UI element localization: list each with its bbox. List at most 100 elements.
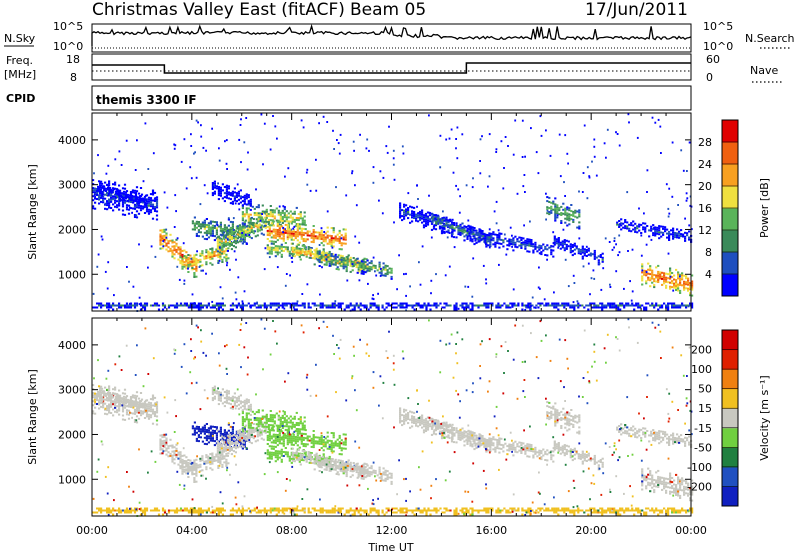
power-cell: [577, 250, 580, 253]
power-cell: [342, 238, 345, 241]
power-cell: [456, 126, 459, 129]
power-cell: [266, 231, 269, 234]
power-cell: [126, 199, 130, 202]
power-cell: [179, 252, 182, 255]
velocity-cell: [268, 431, 271, 434]
velocity-cell: [136, 407, 140, 410]
power-cell: [387, 304, 390, 307]
power-cell: [605, 306, 608, 309]
power-cell: [386, 273, 389, 276]
power-cell: [401, 302, 404, 305]
power-cell: [516, 192, 519, 195]
power-cell: [300, 119, 303, 122]
power-cell: [211, 306, 214, 309]
power-cell: [512, 249, 515, 252]
power-cell: [683, 280, 686, 283]
power-cell: [97, 189, 100, 192]
power-cell: [280, 253, 283, 256]
power-cell: [272, 236, 275, 239]
power-cell: [286, 238, 289, 241]
power-cell: [512, 237, 515, 240]
power-cell: [300, 237, 303, 240]
power-cell: [643, 269, 646, 272]
power-cell: [207, 254, 210, 257]
power-cell: [140, 199, 144, 202]
velocity-cell: [255, 419, 258, 422]
power-cell: [233, 197, 236, 200]
velocity-cell: [147, 401, 151, 404]
power-cell: [134, 192, 138, 194]
power-cell: [179, 246, 182, 249]
power-cell: [457, 227, 460, 230]
power-cell: [232, 229, 235, 231]
power-cell: [338, 236, 341, 238]
power-cell: [516, 240, 519, 243]
power-cell: [424, 225, 428, 227]
power-cell: [461, 230, 464, 233]
power-cell: [502, 241, 505, 244]
power-cell: [92, 292, 95, 295]
power-cell: [240, 229, 243, 232]
velocity-cell: [268, 451, 271, 454]
power-cell: [445, 230, 448, 233]
velocity-cell: [221, 433, 224, 435]
power-cell: [145, 208, 149, 211]
power-cell: [279, 217, 282, 220]
power-cell: [97, 185, 100, 188]
power-cell: [241, 211, 244, 214]
power-cell: [664, 226, 667, 229]
velocity-cell: [265, 419, 268, 422]
power-cell: [593, 253, 596, 256]
power-cell: [103, 187, 106, 190]
power-cell: [110, 198, 113, 201]
power-cell: [241, 200, 244, 203]
power-cell: [299, 248, 302, 251]
velocity-cell: [112, 414, 115, 417]
power-cell: [497, 229, 500, 232]
power-cell: [342, 267, 345, 270]
velocity-cell: [211, 437, 214, 440]
power-cell: [679, 277, 682, 280]
power-cell: [246, 232, 249, 235]
power-cell: [237, 276, 240, 279]
power-cell: [268, 226, 271, 229]
power-cell: [411, 306, 414, 309]
power-cell: [646, 169, 649, 172]
power-cell: [413, 217, 416, 219]
power-cell: [369, 302, 372, 305]
velocity-cell: [276, 434, 279, 436]
power-cell: [303, 251, 306, 254]
power-cell: [286, 232, 289, 235]
power-cell: [399, 206, 402, 209]
power-cell: [290, 252, 293, 255]
power-cell: [668, 230, 671, 233]
power-cell: [662, 227, 665, 230]
power-cell: [255, 212, 258, 215]
velocity-cell: [92, 412, 95, 415]
power-cell: [570, 218, 573, 221]
power-cell: [570, 204, 573, 206]
velocity-cell: [209, 431, 212, 434]
power-cell: [159, 229, 162, 232]
velocity-cell: [279, 422, 282, 425]
power-cell: [677, 287, 680, 290]
power-cell: [524, 245, 527, 248]
power-cell: [677, 304, 680, 307]
power-cell: [317, 258, 319, 261]
power-cell: [181, 249, 184, 252]
velocity-cell: [289, 425, 292, 428]
power-cell: [256, 301, 258, 304]
velocity-cell: [98, 403, 101, 406]
power-cell: [498, 263, 500, 266]
power-cell: [149, 209, 153, 212]
velocity-cell: [268, 439, 271, 442]
power-cell: [176, 237, 179, 240]
power-cell: [645, 302, 648, 305]
power-cell: [243, 222, 246, 225]
power-cell: [669, 285, 672, 288]
power-cell: [325, 261, 328, 264]
velocity-cell: [228, 441, 231, 444]
power-cell: [112, 308, 115, 311]
power-cell: [190, 133, 192, 136]
power-cell: [616, 133, 619, 135]
